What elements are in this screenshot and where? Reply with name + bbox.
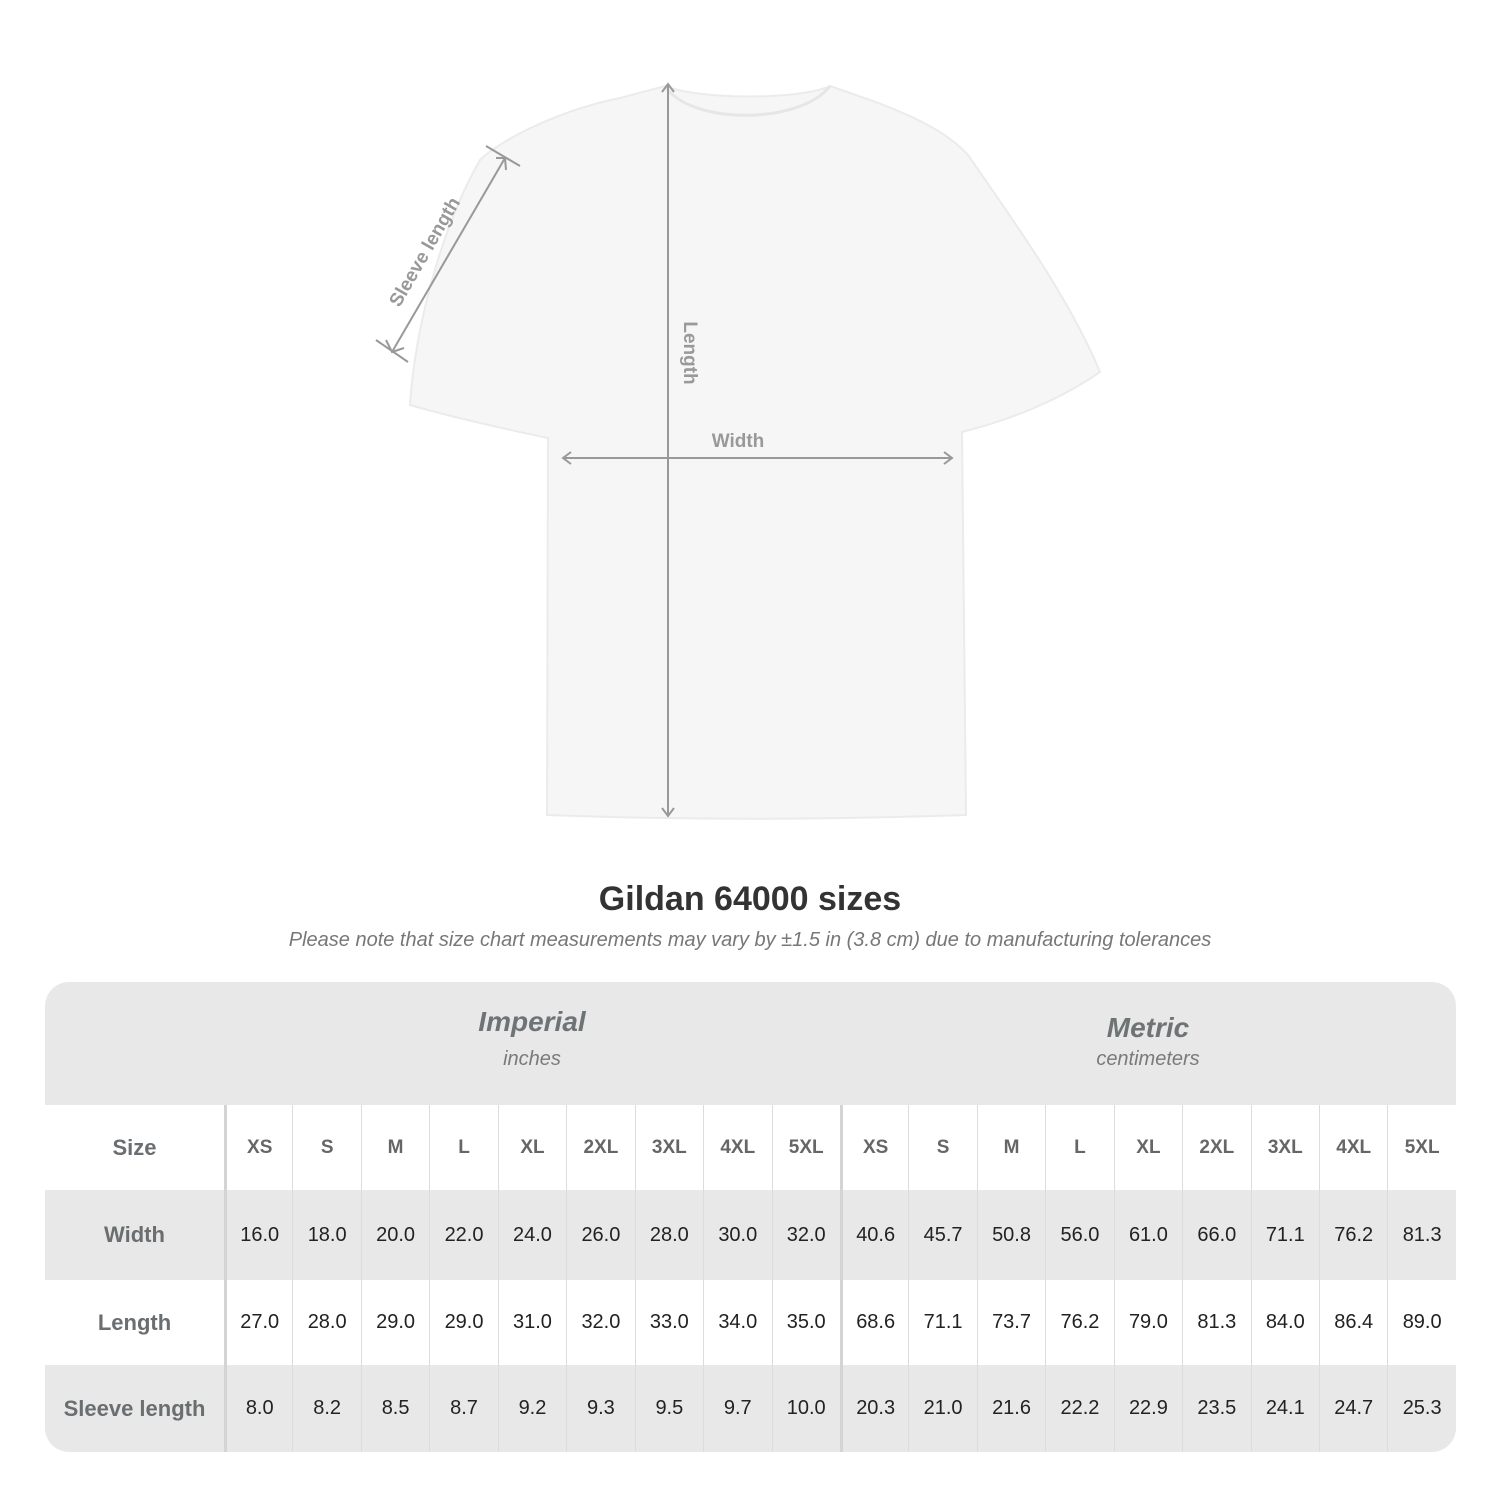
metric-value-cell: 24.1 bbox=[1250, 1365, 1319, 1452]
size-table: Imperial inches Metric centimeters Size X… bbox=[45, 982, 1456, 1452]
metric-value-cell: 40.6 bbox=[839, 1190, 908, 1280]
metric-value-cell: 25.3 bbox=[1387, 1365, 1455, 1452]
imperial-size-s: S bbox=[292, 1105, 360, 1190]
metric-size-2xl: 2XL bbox=[1182, 1105, 1250, 1190]
imperial-header: Imperial inches bbox=[224, 1006, 840, 1071]
imperial-value-cell: 28.0 bbox=[292, 1280, 360, 1365]
size-header-row: Size XS S M L XL 2XL 3XL 4XL 5XL XS S M L XL 2XL 3XL 4XL 5… bbox=[45, 1105, 1456, 1190]
metric-value-cell: 50.8 bbox=[976, 1190, 1045, 1280]
length-arrow bbox=[661, 82, 675, 818]
metric-value-cell: 24.7 bbox=[1319, 1365, 1387, 1452]
imperial-size-xl: XL bbox=[497, 1105, 566, 1190]
metric-header: Metric centimeters bbox=[840, 1012, 1456, 1071]
row-label: Width bbox=[104, 1222, 165, 1247]
metric-value-cell: 71.1 bbox=[908, 1280, 976, 1365]
metric-unit: centimeters bbox=[1096, 1048, 1200, 1070]
metric-value-cell: 56.0 bbox=[1045, 1190, 1113, 1280]
imperial-size-xs: XS bbox=[224, 1105, 292, 1190]
imperial-value-cell: 29.0 bbox=[360, 1280, 429, 1365]
imperial-value-cell: 32.0 bbox=[566, 1280, 634, 1365]
metric-value-cell: 20.3 bbox=[839, 1365, 908, 1452]
metric-size-xs: XS bbox=[839, 1105, 908, 1190]
imperial-value-cell: 9.3 bbox=[566, 1365, 634, 1452]
metric-size-4xl: 4XL bbox=[1319, 1105, 1387, 1190]
metric-size-l: L bbox=[1045, 1105, 1113, 1190]
imperial-value-cell: 9.7 bbox=[703, 1365, 771, 1452]
imperial-size-5xl: 5XL bbox=[771, 1105, 840, 1190]
imperial-value-cell: 33.0 bbox=[634, 1280, 703, 1365]
imperial-value-cell: 8.2 bbox=[292, 1365, 360, 1452]
metric-size-m: M bbox=[976, 1105, 1045, 1190]
imperial-size-m: M bbox=[360, 1105, 429, 1190]
tshirt-image bbox=[408, 84, 1102, 820]
imperial-value-cell: 26.0 bbox=[566, 1190, 634, 1280]
imperial-unit: inches bbox=[503, 1048, 561, 1070]
metric-value-cell: 22.2 bbox=[1045, 1365, 1113, 1452]
metric-value-cell: 79.0 bbox=[1113, 1280, 1182, 1365]
metric-value-cell: 73.7 bbox=[976, 1280, 1045, 1365]
imperial-value-cell: 20.0 bbox=[360, 1190, 429, 1280]
metric-value-cell: 89.0 bbox=[1387, 1280, 1455, 1365]
table-row: Width 16.0 18.0 20.0 22.0 24.0 26.0 28.0 30.0 32.… bbox=[45, 1190, 1456, 1280]
collar bbox=[663, 85, 832, 117]
imperial-size-4xl: 4XL bbox=[703, 1105, 771, 1190]
size-label: Size bbox=[112, 1134, 157, 1160]
metric-value-cell: 45.7 bbox=[908, 1190, 976, 1280]
metric-value-cell: 61.0 bbox=[1113, 1190, 1182, 1280]
imperial-value-cell: 8.7 bbox=[429, 1365, 497, 1452]
imperial-value-cell: 29.0 bbox=[429, 1280, 497, 1365]
length-label: Length bbox=[679, 321, 700, 384]
imperial-size-2xl: 2XL bbox=[566, 1105, 634, 1190]
sleeve-length-arrow bbox=[375, 145, 521, 363]
imperial-value-cell: 22.0 bbox=[429, 1190, 497, 1280]
tshirt-diagram: Sleeve length Length Width bbox=[375, 82, 1102, 820]
metric-value-cell: 21.6 bbox=[976, 1365, 1045, 1452]
imperial-value-cell: 8.0 bbox=[224, 1365, 292, 1452]
table-row: Length 27.0 28.0 29.0 29.0 31.0 32.0 33.0 34.0 35… bbox=[45, 1280, 1456, 1365]
metric-value-cell: 81.3 bbox=[1182, 1280, 1250, 1365]
imperial-title: Imperial bbox=[478, 1006, 586, 1037]
imperial-value-cell: 10.0 bbox=[771, 1365, 840, 1452]
metric-value-cell: 66.0 bbox=[1182, 1190, 1250, 1280]
metric-value-cell: 86.4 bbox=[1319, 1280, 1387, 1365]
metric-value-cell: 76.2 bbox=[1045, 1280, 1113, 1365]
imperial-size-3xl: 3XL bbox=[634, 1105, 703, 1190]
tolerance-note: Please note that size chart measurements… bbox=[288, 929, 1212, 951]
page-title: Gildan 64000 sizes bbox=[598, 880, 902, 918]
imperial-value-cell: 31.0 bbox=[497, 1280, 566, 1365]
metric-value-cell: 81.3 bbox=[1387, 1190, 1455, 1280]
imperial-value-cell: 32.0 bbox=[771, 1190, 840, 1280]
imperial-value-cell: 35.0 bbox=[771, 1280, 840, 1365]
metric-value-cell: 84.0 bbox=[1250, 1280, 1319, 1365]
imperial-value-cell: 24.0 bbox=[497, 1190, 566, 1280]
imperial-value-cell: 8.5 bbox=[360, 1365, 429, 1452]
imperial-value-cell: 34.0 bbox=[703, 1280, 771, 1365]
metric-value-cell: 21.0 bbox=[908, 1365, 976, 1452]
imperial-value-cell: 9.2 bbox=[497, 1365, 566, 1452]
imperial-value-cell: 16.0 bbox=[224, 1190, 292, 1280]
imperial-value-cell: 18.0 bbox=[292, 1190, 360, 1280]
width-arrow bbox=[561, 451, 954, 465]
metric-value-cell: 22.9 bbox=[1113, 1365, 1182, 1452]
imperial-value-cell: 9.5 bbox=[634, 1365, 703, 1452]
row-label: Length bbox=[97, 1309, 172, 1335]
metric-value-cell: 23.5 bbox=[1182, 1365, 1250, 1452]
metric-size-xl: XL bbox=[1113, 1105, 1182, 1190]
table-row: Sleeve length 8.0 8.2 8.5 8.7 9.2 9.3 9.5 9.7 10.… bbox=[45, 1365, 1456, 1452]
imperial-size-l: L bbox=[429, 1105, 497, 1190]
metric-value-cell: 71.1 bbox=[1250, 1190, 1319, 1280]
metric-title: Metric bbox=[1106, 1012, 1190, 1043]
imperial-value-cell: 28.0 bbox=[634, 1190, 703, 1280]
metric-value-cell: 68.6 bbox=[839, 1280, 908, 1365]
imperial-value-cell: 27.0 bbox=[224, 1280, 292, 1365]
imperial-value-cell: 30.0 bbox=[703, 1190, 771, 1280]
metric-size-5xl: 5XL bbox=[1387, 1105, 1455, 1190]
metric-value-cell: 76.2 bbox=[1319, 1190, 1387, 1280]
row-label: Sleeve length bbox=[63, 1395, 206, 1421]
width-label: Width bbox=[712, 431, 765, 452]
metric-size-s: S bbox=[908, 1105, 976, 1190]
metric-size-3xl: 3XL bbox=[1250, 1105, 1319, 1190]
